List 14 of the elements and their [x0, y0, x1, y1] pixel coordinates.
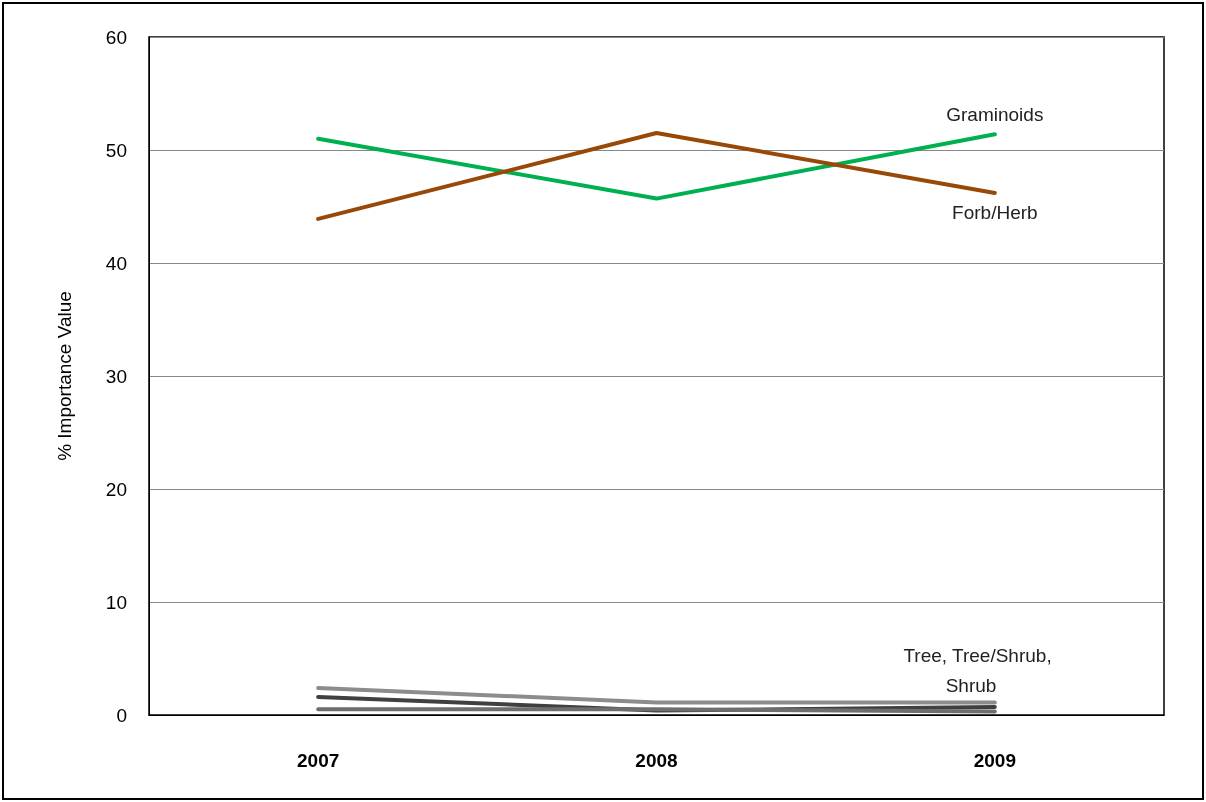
- x-tick-label: 2008: [635, 750, 678, 771]
- y-tick-label: 30: [105, 365, 127, 387]
- y-tick-label: 0: [116, 704, 127, 726]
- y-tick-label: 20: [105, 478, 127, 500]
- y-tick-label: 40: [105, 252, 127, 274]
- series-label: Forb/Herb: [952, 201, 1038, 223]
- annotation: Tree, Tree/Shrub, Shrub: [903, 644, 1052, 696]
- y-tick-label: 10: [105, 591, 127, 613]
- y-axis-title: % Importance Value: [54, 291, 75, 461]
- y-tick-label: 50: [105, 139, 127, 161]
- series-label: Graminoids: [946, 104, 1044, 126]
- x-tick-label: 2009: [973, 750, 1016, 771]
- y-tick-label: 60: [105, 26, 127, 48]
- x-tick-label: 2007: [297, 750, 340, 771]
